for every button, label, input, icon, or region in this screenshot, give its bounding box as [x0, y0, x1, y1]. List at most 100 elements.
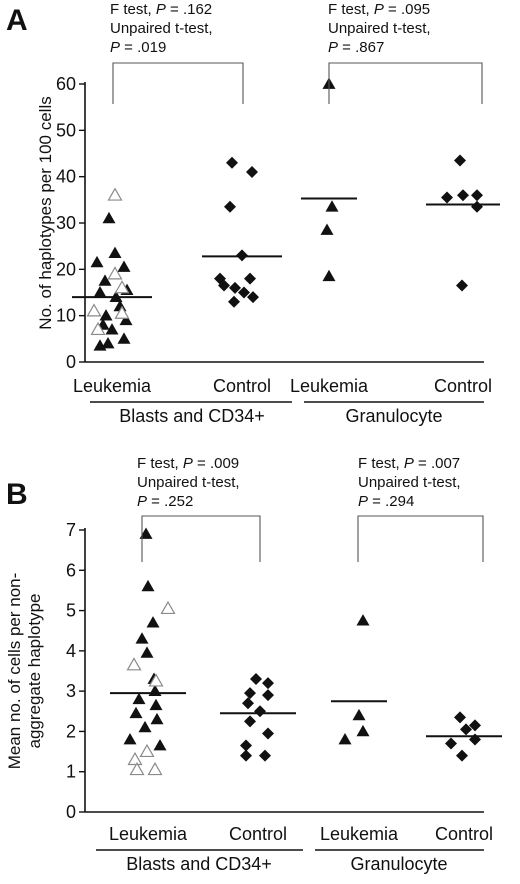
stat-line-f-test: F test, P = .095 [328, 1, 430, 18]
category-label: Leukemia [73, 376, 152, 396]
data-point-diamond [246, 166, 258, 179]
data-point-filled-triangle [117, 332, 131, 344]
data-point-filled-triangle [117, 260, 131, 272]
category-label: Leukemia [320, 824, 399, 844]
category-label: Leukemia [109, 824, 188, 844]
category-label: Control [434, 376, 492, 396]
data-point-filled-triangle [119, 313, 133, 326]
data-point-filled-triangle [102, 211, 116, 224]
data-point-filled-triangle [322, 269, 336, 282]
data-point-filled-triangle [93, 286, 107, 298]
stat-fragment: P [358, 493, 368, 510]
y-tick-label: 40 [56, 167, 76, 187]
stat-fragment: P [183, 455, 193, 472]
data-point-filled-triangle [105, 323, 119, 335]
stat-line-p-value: P = .867 [328, 39, 384, 56]
data-point-filled-triangle [338, 732, 352, 745]
data-point-diamond [460, 723, 472, 736]
data-point-diamond [471, 200, 483, 213]
panel-label: B [6, 478, 28, 511]
data-point-diamond [262, 727, 274, 740]
stat-fragment: F test, [137, 455, 183, 472]
data-point-filled-triangle [320, 223, 334, 235]
data-point-filled-triangle [352, 708, 366, 721]
data-point-diamond [244, 272, 256, 285]
stat-fragment: P [110, 39, 120, 56]
y-tick-label: 0 [66, 802, 76, 822]
data-point-diamond [469, 719, 481, 732]
data-point-diamond [456, 749, 468, 762]
data-point-diamond [441, 191, 453, 204]
group-label: Blasts and CD34+ [119, 406, 265, 426]
data-point-filled-triangle [325, 200, 339, 212]
stat-fragment: P [374, 1, 384, 18]
data-point-diamond [457, 189, 469, 202]
data-point-filled-triangle [150, 712, 164, 725]
y-tick-label: 2 [66, 721, 76, 741]
stat-fragment: P [328, 39, 338, 56]
data-point-diamond [238, 286, 250, 299]
y-axis-label: No. of haplotypes per 100 cells [36, 96, 55, 329]
stat-fragment: = .095 [384, 1, 430, 18]
stat-line-p-value: P = .252 [137, 493, 193, 510]
data-point-filled-triangle [98, 274, 112, 286]
data-point-filled-triangle [123, 732, 137, 745]
data-point-open-triangle [127, 751, 143, 766]
data-point-diamond [454, 154, 466, 167]
y-tick-label: 20 [56, 259, 76, 279]
data-point-filled-triangle [108, 246, 122, 258]
data-point-diamond [247, 291, 259, 304]
data-point-diamond [259, 749, 271, 762]
stat-fragment: = .294 [368, 493, 414, 510]
data-point-diamond [240, 739, 252, 752]
data-point-diamond [229, 281, 241, 294]
stat-line-f-test: F test, P = .009 [137, 455, 239, 472]
data-point-diamond [224, 200, 236, 213]
stat-fragment: F test, [328, 1, 374, 18]
comparison-bracket [112, 62, 244, 104]
y-tick-label: 0 [66, 352, 76, 372]
stat-fragment: = .007 [414, 455, 460, 472]
stat-fragment: = .252 [147, 493, 193, 510]
data-point-diamond [456, 279, 468, 292]
group-label: Granulocyte [345, 406, 442, 426]
data-point-open-triangle [114, 280, 130, 294]
data-point-filled-triangle [141, 579, 155, 592]
y-tick-label: 4 [66, 641, 76, 661]
comparison-bracket [328, 62, 483, 104]
y-tick-label: 50 [56, 120, 76, 140]
data-point-filled-triangle [149, 698, 163, 711]
y-axis-label-line: Mean no. of cells per non- [5, 573, 24, 770]
category-label: Control [213, 376, 271, 396]
stat-line-t-test: Unpaired t-test, [358, 474, 461, 491]
category-label: Leukemia [290, 376, 369, 396]
data-point-open-triangle [160, 600, 176, 615]
data-point-diamond [226, 156, 238, 169]
data-point-open-triangle [139, 743, 155, 758]
data-point-diamond [262, 689, 274, 702]
data-point-open-triangle [86, 303, 102, 317]
panel-label: A [6, 4, 28, 37]
data-point-open-triangle [107, 187, 123, 201]
y-tick-label: 10 [56, 306, 76, 326]
data-point-open-triangle [129, 761, 145, 776]
stat-fragment: P [404, 455, 414, 472]
group-label: Blasts and CD34+ [126, 854, 272, 874]
data-point-filled-triangle [93, 339, 107, 351]
y-tick-label: 7 [66, 520, 76, 540]
y-tick-label: 30 [56, 213, 76, 233]
data-point-filled-triangle [101, 336, 115, 349]
data-point-filled-triangle [146, 616, 160, 628]
data-point-diamond [228, 295, 240, 308]
stat-line-f-test: F test, P = .162 [110, 1, 212, 18]
stat-fragment: F test, [358, 455, 404, 472]
data-point-filled-triangle [140, 646, 154, 658]
data-point-open-triangle [148, 673, 164, 687]
data-point-diamond [244, 687, 256, 700]
y-tick-label: 3 [66, 681, 76, 701]
stat-fragment: = .867 [338, 39, 384, 56]
data-point-open-triangle [114, 305, 130, 319]
stat-line-t-test: Unpaired t-test, [110, 20, 213, 37]
data-point-diamond [254, 705, 266, 718]
data-point-diamond [454, 711, 466, 724]
